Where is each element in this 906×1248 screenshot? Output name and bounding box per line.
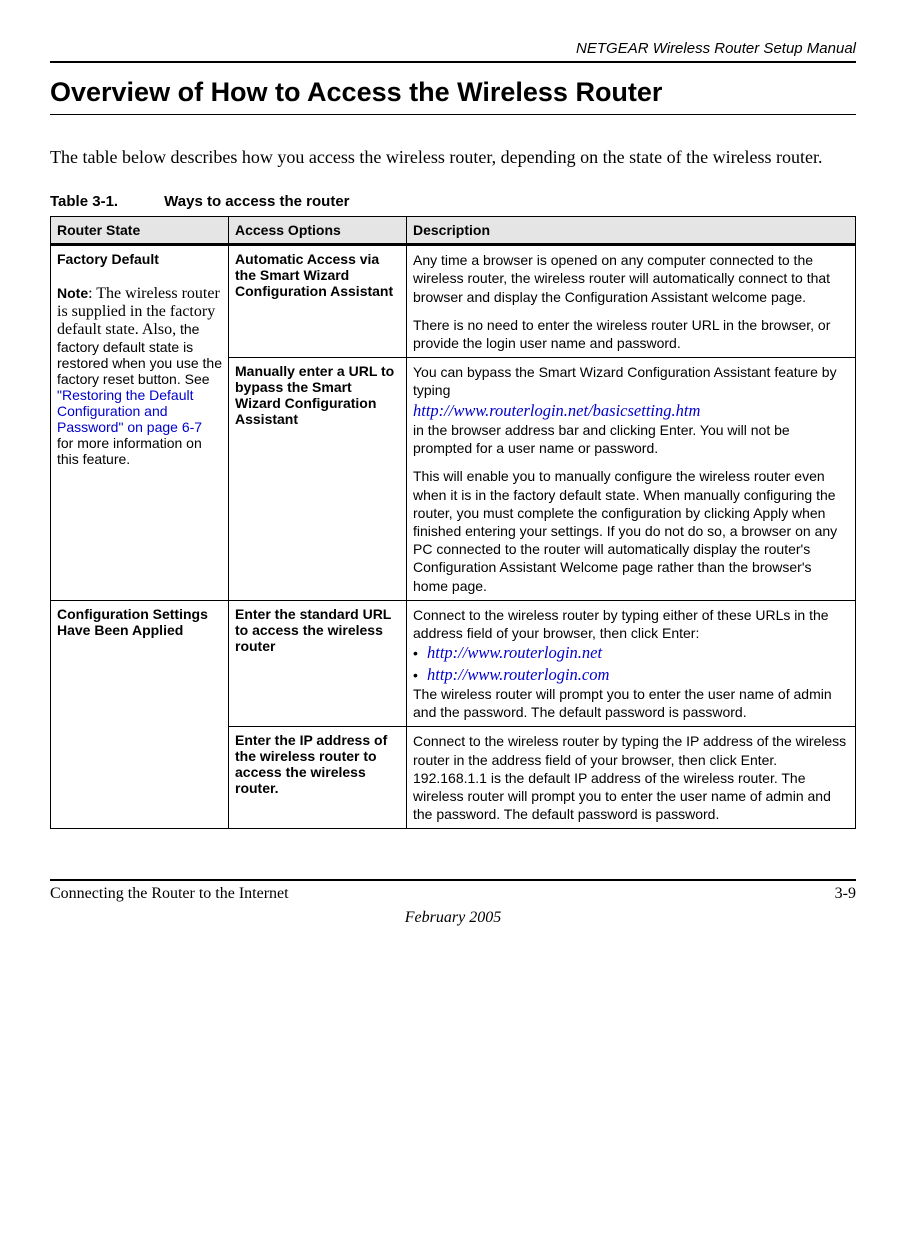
bullet-icon: • [413,644,427,662]
title-rule [50,114,856,115]
note-text-1: : The [88,285,125,302]
routerlogin-net-link[interactable]: http://www.routerlogin.net [427,642,602,663]
intro-paragraph: The table below describes how you access… [50,145,856,169]
header-rule [50,61,856,63]
page-title: Overview of How to Access the Wireless R… [50,77,856,108]
desc-manual-p2: in the browser address bar and clicking … [413,422,790,456]
cell-option-auto: Automatic Access via the Smart Wizard Co… [229,245,407,358]
basicsetting-url-link[interactable]: http://www.routerlogin.net/basicsetting.… [413,401,700,420]
desc-standard-p2: The wireless router will prompt you to e… [413,686,832,720]
table-caption-text: Ways to access the router [164,193,349,210]
footer-rule [50,879,856,881]
table-row: Configuration Settings Have Been Applied… [51,600,856,727]
table-header-row: Router State Access Options Description [51,217,856,245]
desc-auto-p2: There is no need to enter the wireless r… [413,317,830,351]
cell-desc-standard-url: Connect to the wireless router by typing… [407,600,856,727]
desc-auto-p1: Any time a browser is opened on any comp… [413,252,830,304]
cell-config-applied-state: Configuration Settings Have Been Applied [51,600,229,829]
table-number: Table 3-1. [50,193,160,210]
desc-manual-p3: This will enable you to manually configu… [413,468,837,593]
page-number: 3-9 [835,885,856,903]
col-access-options: Access Options [229,217,407,245]
cell-desc-manual: You can bypass the Smart Wizard Configur… [407,358,856,601]
state-note: Note: The wireless router is supplied in… [57,285,222,467]
bullet-icon: • [413,666,427,684]
routerlogin-com-link[interactable]: http://www.routerlogin.com [427,664,609,685]
footer-date: February 2005 [50,909,856,927]
table-row: Factory Default Note: The wireless route… [51,245,856,358]
footer-row: Connecting the Router to the Internet 3-… [50,885,856,903]
desc-manual-p1: You can bypass the Smart Wizard Configur… [413,364,837,398]
doc-header: NETGEAR Wireless Router Setup Manual [50,40,856,57]
footer-section: Connecting the Router to the Internet [50,885,289,903]
table-caption: Table 3-1. Ways to access the router [50,193,856,210]
cell-factory-default-state: Factory Default Note: The wireless route… [51,245,229,600]
note-label: Note [57,285,88,301]
note-text-4: for more information on this feature. [57,435,202,467]
cell-desc-auto: Any time a browser is opened on any comp… [407,245,856,358]
cell-option-ip: Enter the IP address of the wireless rou… [229,727,407,829]
cell-option-manual: Manually enter a URL to bypass the Smart… [229,358,407,601]
cell-option-standard-url: Enter the standard URL to access the wir… [229,600,407,727]
desc-standard-p1: Connect to the wireless router by typing… [413,607,829,641]
col-description: Description [407,217,856,245]
col-router-state: Router State [51,217,229,245]
state-title: Factory Default [57,251,222,267]
access-table: Router State Access Options Description … [50,216,856,829]
restore-config-link[interactable]: "Restoring the Default Configuration and… [57,387,202,435]
cell-desc-ip: Connect to the wireless router by typing… [407,727,856,829]
